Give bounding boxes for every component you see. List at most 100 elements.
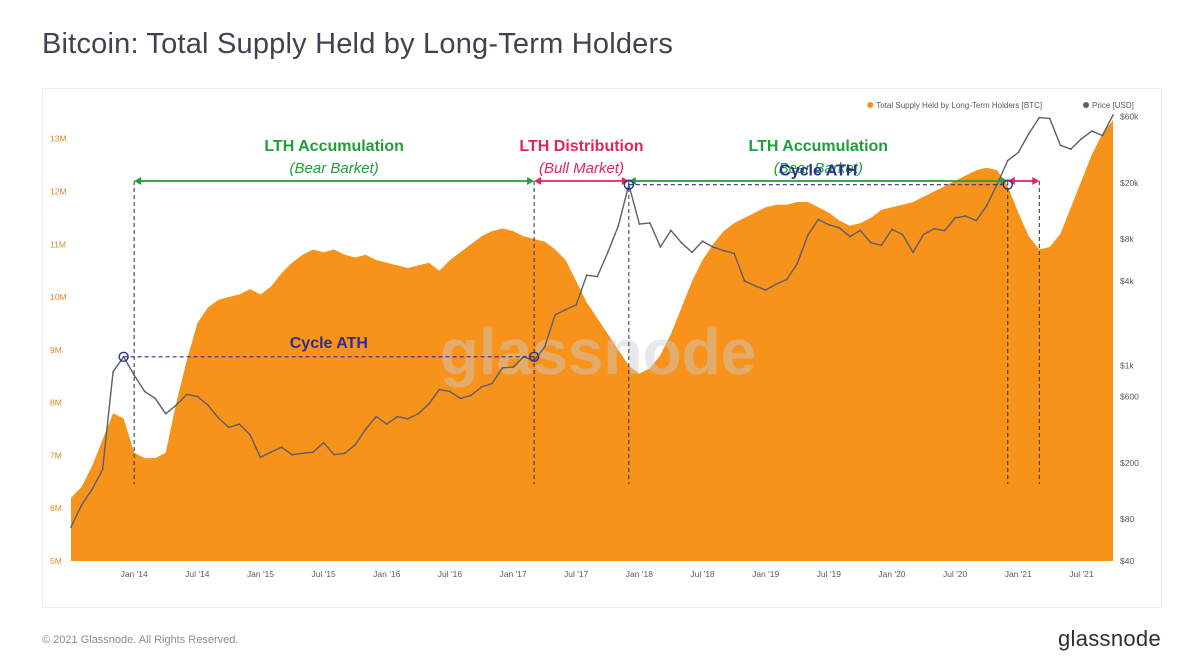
price-point	[859, 229, 862, 232]
price-point	[659, 246, 662, 248]
x-tick-label: Jan '18	[626, 569, 653, 579]
price-point	[301, 452, 304, 455]
price-point	[880, 244, 883, 247]
price-point	[827, 223, 830, 226]
chart-panel: glassnode 5M 6M 7M 8M 9M 10M 11M 12M 13M $40 $80 $20…	[42, 88, 1162, 608]
y-left-tick-label: 5M	[50, 556, 62, 566]
price-point	[164, 412, 167, 415]
price-point	[775, 283, 778, 285]
price-point	[764, 289, 767, 291]
price-point	[91, 488, 93, 491]
price-point	[459, 397, 462, 400]
price-point	[838, 226, 841, 229]
range-sublabel: (Bear Barket)	[774, 160, 863, 177]
price-point	[438, 388, 441, 391]
price-point	[470, 394, 472, 397]
x-tick-label: Jul '15	[311, 569, 336, 579]
price-point	[975, 219, 978, 222]
y-right-tick-label: $60k	[1120, 111, 1139, 121]
range-arrow-head-left	[534, 177, 542, 185]
price-point	[343, 452, 346, 455]
price-point	[396, 415, 399, 418]
price-point	[1101, 134, 1104, 137]
price-point	[638, 223, 641, 226]
y-left-tick-label: 7M	[50, 450, 62, 460]
price-point	[491, 382, 493, 385]
price-point	[585, 274, 588, 277]
legend-label: Price [USD]	[1092, 101, 1134, 110]
price-point	[70, 526, 72, 528]
ath-marker	[1002, 179, 1013, 190]
price-point	[985, 204, 988, 207]
price-point	[354, 444, 357, 446]
price-point	[564, 308, 567, 311]
y-right-tick-label: $40	[1120, 556, 1134, 566]
x-tick-label: Jul '19	[817, 569, 842, 579]
legend-label: Total Supply Held by Long-Term Holders […	[876, 101, 1042, 110]
ath-annotation: Cycle ATH	[118, 335, 540, 363]
ath-marker	[528, 351, 540, 363]
range-arrow-head-right	[1032, 177, 1040, 185]
y-right-tick-label: $200	[1120, 458, 1139, 468]
price-point	[680, 241, 683, 244]
price-point	[933, 227, 935, 230]
price-point	[649, 222, 651, 224]
price-point	[806, 234, 809, 237]
y-left-tick-label: 13M	[50, 134, 67, 144]
price-point	[249, 433, 251, 436]
ath-marker	[118, 351, 129, 363]
price-point	[922, 233, 925, 236]
price-point	[943, 229, 946, 232]
price-point	[80, 504, 83, 507]
price-point	[364, 428, 367, 430]
price-point	[480, 386, 483, 388]
watermark-text: glassnode	[440, 316, 757, 388]
legend-swatch	[1083, 102, 1090, 108]
price-point	[270, 451, 272, 453]
price-point	[912, 251, 914, 254]
ath-marker	[623, 179, 635, 190]
ath-label: Cycle ATH	[779, 163, 857, 180]
price-point	[1017, 151, 1020, 154]
y-right-tick-label: $4k	[1120, 276, 1134, 286]
price-point	[1080, 137, 1083, 140]
y-left-tick-label: 8M	[50, 398, 62, 408]
price-point	[175, 404, 178, 406]
range-label: LTH Distribution	[519, 138, 643, 155]
price-point	[1070, 148, 1072, 150]
page-title: Bitcoin: Total Supply Held by Long-Term …	[42, 28, 674, 60]
price-point	[259, 456, 262, 459]
y-right-tick-label: $1k	[1120, 360, 1134, 370]
price-point	[112, 370, 114, 373]
price-point	[501, 366, 504, 369]
range-annotation: LTH Distribution (Bull Market)	[519, 138, 644, 185]
price-point	[712, 246, 714, 248]
price-point	[238, 423, 241, 425]
legend-swatch	[867, 102, 874, 108]
price-point	[817, 218, 820, 221]
price-point	[291, 453, 293, 456]
price-point	[196, 395, 199, 398]
x-tick-label: Jan '16	[373, 569, 400, 579]
x-tick-label: Jul '17	[564, 569, 589, 579]
price-point	[901, 233, 904, 236]
price-point	[596, 275, 599, 278]
price-point	[143, 390, 146, 393]
price-point	[733, 252, 735, 255]
y-left-tick-label: 10M	[50, 292, 67, 302]
x-tick-label: Jul '18	[690, 569, 715, 579]
price-point	[606, 251, 609, 254]
price-point	[670, 229, 672, 232]
range-sublabel: (Bear Barket)	[290, 160, 379, 177]
range-annotation: LTH Accumulation (Bear Barket)	[628, 138, 1008, 185]
x-tick-label: Jan '21	[1005, 569, 1032, 579]
price-point	[375, 415, 378, 418]
price-point	[154, 397, 157, 400]
range-arrow-head-left	[134, 177, 142, 185]
range-label: LTH Accumulation	[264, 138, 404, 155]
price-point	[206, 404, 209, 406]
price-point	[512, 366, 514, 369]
price-point	[785, 278, 788, 281]
price-point	[617, 225, 620, 227]
price-point	[1059, 144, 1062, 147]
